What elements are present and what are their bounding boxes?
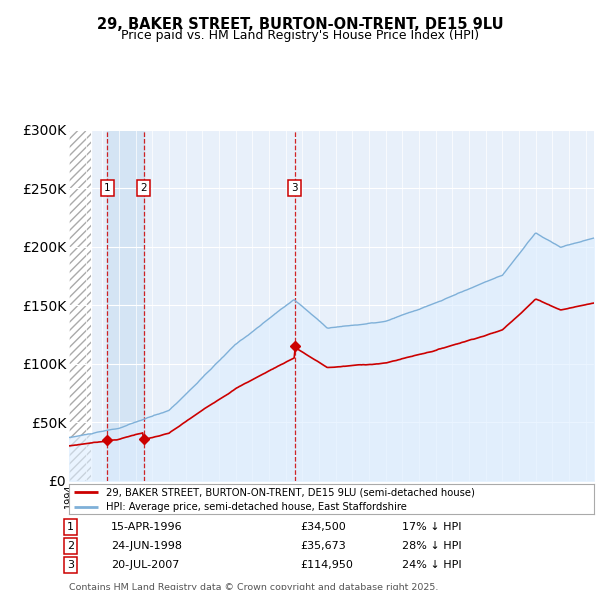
Bar [69,130,91,481]
Text: HPI: Average price, semi-detached house, East Staffordshire: HPI: Average price, semi-detached house,… [106,502,407,512]
Bar [69,130,91,481]
Text: 2: 2 [67,541,74,550]
Text: 3: 3 [292,183,298,194]
Text: 3: 3 [67,560,74,569]
Text: 15-APR-1996: 15-APR-1996 [111,522,182,532]
Text: 1: 1 [67,522,74,532]
Text: £114,950: £114,950 [300,560,353,569]
Bar [107,130,143,481]
Text: 29, BAKER STREET, BURTON-ON-TRENT, DE15 9LU (semi-detached house): 29, BAKER STREET, BURTON-ON-TRENT, DE15 … [106,487,475,497]
Text: 20-JUL-2007: 20-JUL-2007 [111,560,179,569]
Text: 17% ↓ HPI: 17% ↓ HPI [402,522,461,532]
Text: £35,673: £35,673 [300,541,346,550]
Text: 24% ↓ HPI: 24% ↓ HPI [402,560,461,569]
Text: Contains HM Land Registry data © Crown copyright and database right 2025.
This d: Contains HM Land Registry data © Crown c… [69,583,439,590]
Text: 24-JUN-1998: 24-JUN-1998 [111,541,182,550]
Text: £34,500: £34,500 [300,522,346,532]
Text: 29, BAKER STREET, BURTON-ON-TRENT, DE15 9LU: 29, BAKER STREET, BURTON-ON-TRENT, DE15 … [97,17,503,31]
Text: 1: 1 [104,183,110,194]
Text: 2: 2 [140,183,147,194]
Text: Price paid vs. HM Land Registry's House Price Index (HPI): Price paid vs. HM Land Registry's House … [121,30,479,42]
Text: 28% ↓ HPI: 28% ↓ HPI [402,541,461,550]
